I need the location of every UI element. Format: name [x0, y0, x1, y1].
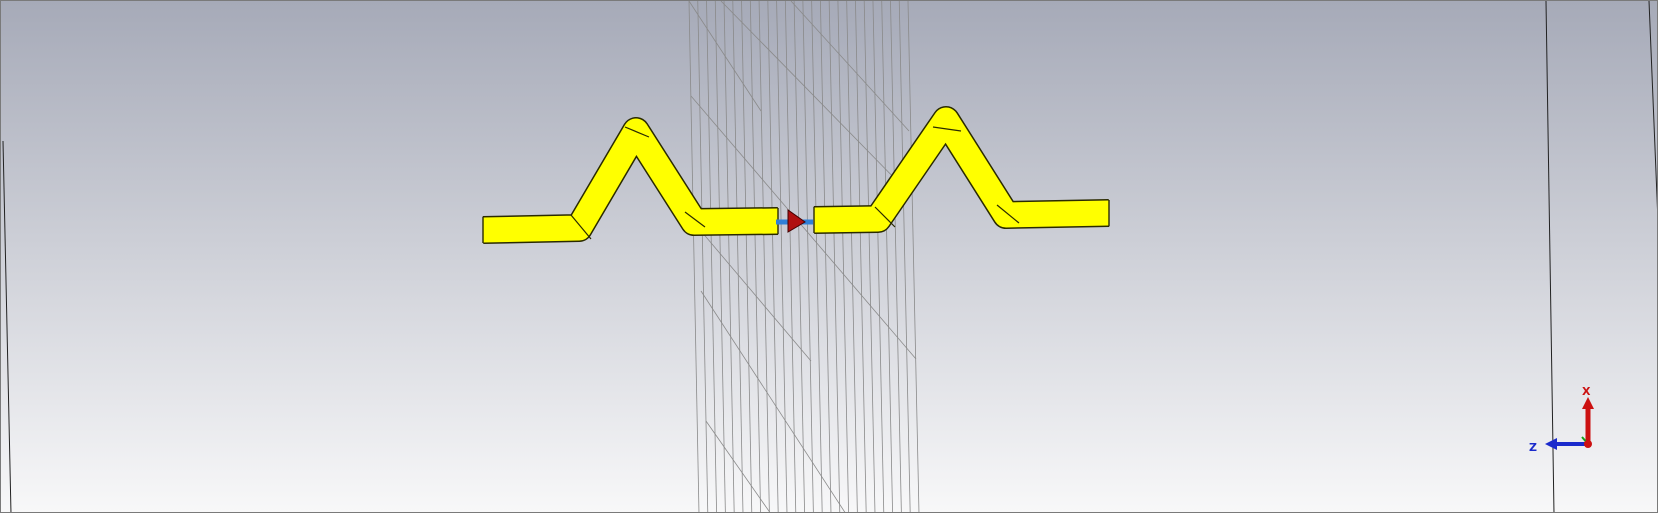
mesh-line [793, 1, 805, 512]
wire-joint-seam [874, 206, 896, 228]
x-axis-arrowhead [1582, 397, 1594, 409]
wire-antenna[interactable] [482, 106, 1110, 244]
wire-joint-seam [996, 204, 1020, 224]
mesh-line [700, 230, 812, 362]
mesh-line [720, 1, 908, 192]
mesh-line [855, 1, 867, 512]
mesh-line [890, 1, 902, 512]
wire-right-arm[interactable] [813, 107, 1110, 233]
mesh-line [732, 1, 744, 512]
z-axis-arrowhead [1545, 438, 1557, 450]
feed-port[interactable] [776, 209, 813, 233]
mesh-line [767, 1, 779, 512]
mesh-line [784, 1, 797, 512]
mesh-line [790, 1, 910, 132]
wire-joint-seam [684, 211, 706, 228]
mesh-line [820, 1, 832, 512]
mesh-line [688, 1, 700, 512]
mesh-line [881, 1, 893, 512]
wire-joint-seam [570, 214, 592, 240]
mesh-line [723, 1, 735, 512]
mesh-line [846, 1, 858, 512]
z-axis-label: Z [1529, 441, 1537, 454]
mesh-line [706, 1, 717, 512]
mesh-line [714, 1, 726, 512]
mesh-line [697, 1, 709, 512]
axes-triad: X Z [1529, 385, 1594, 454]
mesh-line [749, 1, 761, 512]
mesh-line [837, 1, 849, 512]
axes-origin [1584, 440, 1592, 448]
x-axis-label: X [1582, 385, 1591, 398]
mesh-line [705, 420, 771, 512]
mesh-line [898, 1, 911, 512]
mesh-line [872, 1, 885, 512]
mesh-line [758, 1, 770, 512]
mesh-grid [688, 1, 920, 512]
mesh-line [907, 1, 920, 512]
mesh-line [688, 1, 762, 112]
wire-joint-seam [624, 126, 650, 138]
port-cone-icon [787, 209, 806, 233]
mesh-line [700, 290, 846, 512]
mesh-line [776, 1, 788, 512]
wire-joint-seam [932, 126, 962, 132]
mesh-line [811, 1, 823, 512]
mesh-line [741, 1, 753, 512]
mesh-line [690, 95, 917, 360]
mesh-line [828, 1, 841, 512]
mesh-line [863, 1, 876, 512]
